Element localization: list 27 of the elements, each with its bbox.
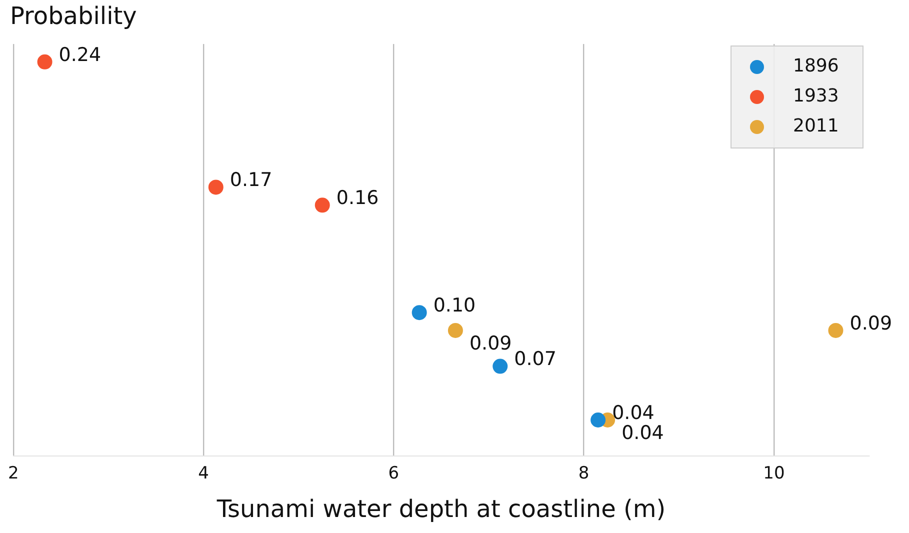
data-label: 0.04 (612, 402, 654, 424)
point (492, 358, 508, 374)
point (314, 198, 330, 213)
x-tick-label: 2 (8, 463, 19, 484)
legend-label: 1896 (793, 56, 839, 77)
data-label: 0.16 (336, 187, 379, 210)
point (412, 305, 427, 320)
data-label: 0.24 (58, 44, 102, 66)
point (590, 412, 606, 428)
legend-label: 1933 (793, 86, 839, 107)
point (37, 54, 52, 70)
point (208, 180, 224, 195)
data-label: 0.07 (514, 348, 556, 370)
data-label: 0.09 (469, 332, 512, 354)
x-axis-title: Tsunami water depth at coastline (m) (216, 494, 666, 523)
data-label: 0.17 (230, 169, 272, 192)
data-label: 0.04 (622, 422, 664, 444)
x-tick-label: 10 (763, 463, 785, 484)
y-axis-title: Probability (10, 2, 137, 30)
x-tick-label: 4 (198, 463, 209, 484)
point (448, 322, 463, 338)
point (828, 322, 844, 338)
legend-label: 2011 (793, 116, 839, 137)
data-label: 0.09 (850, 312, 892, 334)
data-label: 0.10 (433, 294, 476, 317)
x-tick-label: 6 (388, 463, 400, 484)
x-tick-label: 8 (578, 463, 590, 484)
